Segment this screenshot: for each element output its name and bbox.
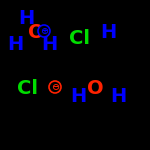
- Circle shape: [49, 81, 61, 93]
- Text: O: O: [28, 24, 44, 42]
- Text: ⊕: ⊕: [40, 26, 48, 36]
- Text: Cl: Cl: [18, 78, 39, 98]
- Circle shape: [38, 25, 50, 37]
- Text: H: H: [100, 24, 116, 42]
- Text: H: H: [18, 9, 34, 27]
- Text: O: O: [87, 78, 103, 98]
- Text: H: H: [70, 87, 86, 105]
- Text: H: H: [41, 34, 57, 54]
- Text: H: H: [110, 87, 126, 105]
- Text: Cl: Cl: [69, 28, 90, 48]
- Text: H: H: [7, 34, 23, 54]
- Text: ⊖: ⊖: [51, 82, 59, 92]
